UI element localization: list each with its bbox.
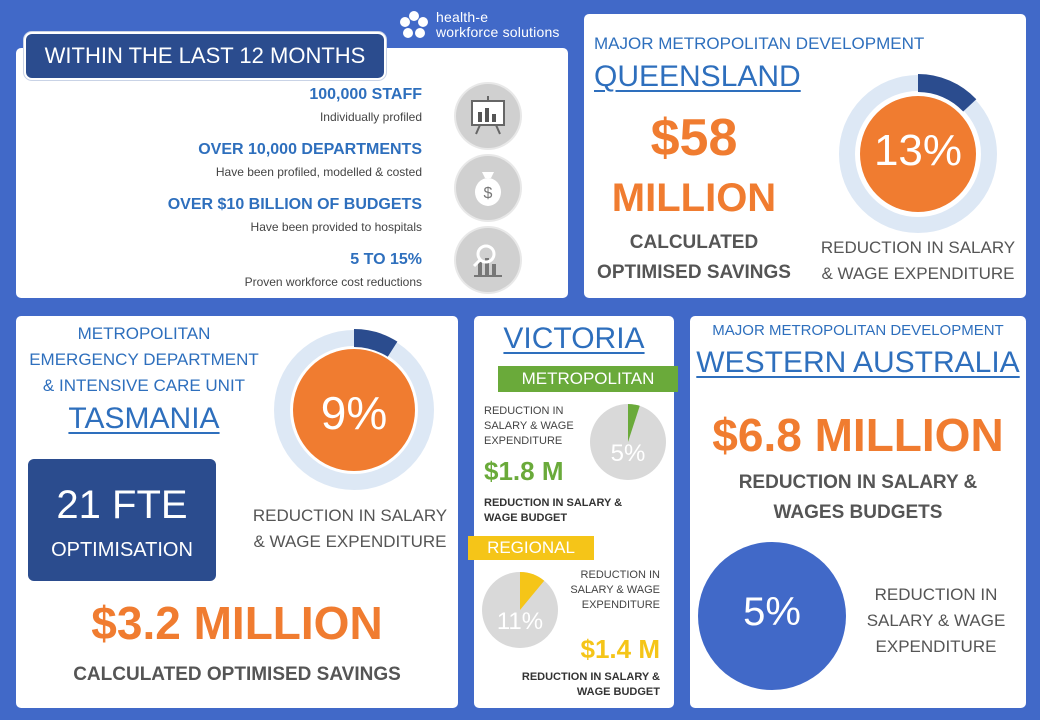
queensland-panel: MAJOR METROPOLITAN DEVELOPMENT QUEENSLAN…	[584, 14, 1026, 298]
presentation-chart-icon	[456, 84, 520, 148]
queensland-caption-line2: & WAGE EXPENDITURE	[821, 264, 1015, 283]
queensland-savings-line1: CALCULATED	[629, 232, 759, 253]
western-australia-panel: MAJOR METROPOLITAN DEVELOPMENT WESTERN A…	[690, 316, 1026, 708]
wa-region-text: WESTERN AUSTRALIA	[696, 346, 1020, 379]
last-12-months-title: WITHIN THE LAST 12 MONTHS	[26, 34, 384, 78]
fte-value: 21 FTE	[56, 483, 188, 527]
fte-box: 21 FTE OPTIMISATION	[28, 459, 216, 581]
metro-percent: 5%	[610, 440, 646, 467]
donut-center	[293, 349, 415, 471]
tasmania-percent: 9%	[320, 387, 388, 439]
metro-desc-line1: REDUCTION IN	[484, 405, 564, 417]
queensland-region: QUEENSLAND	[594, 60, 801, 93]
brand-logo: health-e workforce solutions	[396, 8, 576, 44]
regional-desc-line3: EXPENDITURE	[581, 599, 660, 611]
metro-amount: $1.8 M	[484, 456, 564, 486]
wa-budget-line2: WAGES BUDGETS	[773, 502, 943, 523]
regional-desc-line1: REDUCTION IN	[580, 569, 660, 581]
pie-slice	[520, 572, 545, 610]
metro-desc: REDUCTION IN SALARY & WAGE EXPENDITURE	[484, 404, 574, 449]
svg-text:$: $	[484, 185, 493, 202]
tasmania-kicker-line2: EMERGENCY DEPARTMENT	[29, 350, 259, 369]
stat-sub-reductions: Proven workforce cost reductions	[244, 275, 422, 289]
tasmania-donut-chart	[274, 329, 434, 490]
last-12-months-panel: WITHIN THE LAST 12 MONTHS 100,000 STAFF …	[16, 34, 568, 298]
queensland-donut-chart	[839, 74, 997, 233]
metro-budget-line1: REDUCTION IN SALARY &	[484, 497, 623, 509]
tasmania-amount: $3.2 MILLION	[91, 597, 383, 649]
victoria-panel: VICTORIA METROPOLITAN REDUCTION IN SALAR…	[468, 316, 678, 708]
wa-percent-circle	[698, 542, 846, 690]
donut-fill-arc	[917, 74, 977, 112]
metropolitan-tag: METROPOLITAN	[498, 366, 678, 392]
wa-budget-line1: REDUCTION IN SALARY &	[738, 472, 978, 493]
stat-headline-departments: OVER 10,000 DEPARTMENTS	[198, 141, 422, 158]
stat-headline-staff: 100,000 STAFF	[309, 86, 422, 103]
wa-caption-line2: SALARY & WAGE	[866, 611, 1006, 630]
victoria-region-text: VICTORIA	[503, 322, 645, 355]
donut-center	[860, 96, 976, 212]
victoria-region: VICTORIA	[474, 322, 674, 356]
metro-budget-line2: WAGE BUDGET	[484, 512, 568, 524]
tasmania-kicker-line3: & INTENSIVE CARE UNIT	[42, 376, 246, 395]
logo-line1: health-e	[436, 9, 489, 25]
wa-caption-line1: REDUCTION IN	[874, 585, 998, 604]
flower-logo-icon	[400, 11, 428, 38]
stat-sub-departments: Have been profiled, modelled & costed	[215, 165, 422, 179]
magnify-chart-icon	[456, 228, 520, 292]
metro-pie-chart	[590, 404, 666, 480]
tasmania-kicker-line1: METROPOLITAN	[77, 324, 211, 343]
wa-percent: 5%	[743, 590, 801, 634]
wa-region: WESTERN AUSTRALIA	[690, 346, 1026, 380]
stat-sub-staff: Individually profiled	[319, 110, 422, 124]
queensland-caption-line1: REDUCTION IN SALARY	[820, 238, 1016, 257]
tasmania-savings: CALCULATED OPTIMISED SAVINGS	[73, 664, 401, 685]
regional-desc-line2: SALARY & WAGE	[570, 584, 660, 596]
stat-headline-reductions: 5 TO 15%	[350, 251, 422, 268]
tasmania-region: TASMANIA	[16, 402, 272, 436]
stat-sub-budgets: Have been provided to hospitals	[250, 220, 422, 234]
regional-pie-chart	[482, 572, 558, 648]
regional-budget-line1: REDUCTION IN SALARY &	[521, 671, 660, 683]
logo-line2: workforce solutions	[436, 24, 560, 40]
metro-budget: REDUCTION IN SALARY & WAGE BUDGET	[484, 496, 622, 526]
regional-amount: $1.4 M	[580, 634, 661, 664]
wa-kicker: MAJOR METROPOLITAN DEVELOPMENT	[712, 322, 1004, 339]
queensland-savings-line2: OPTIMISED SAVINGS	[597, 262, 791, 283]
queensland-kicker: MAJOR METROPOLITAN DEVELOPMENT	[594, 34, 925, 53]
stat-headline-budgets: OVER $10 BILLION OF BUDGETS	[167, 196, 422, 213]
wa-caption: REDUCTION IN SALARY & WAGE EXPENDITURE	[846, 582, 1026, 660]
wa-caption-line3: EXPENDITURE	[875, 637, 997, 656]
metro-desc-line2: SALARY & WAGE	[484, 420, 574, 432]
tasmania-caption-line2: & WAGE EXPENDITURE	[253, 532, 447, 551]
tasmania-panel: METROPOLITAN EMERGENCY DEPARTMENT & INTE…	[16, 316, 458, 708]
queensland-amount-unit: MILLION	[611, 176, 777, 220]
tasmania-caption-line1: REDUCTION IN SALARY	[252, 506, 448, 525]
queensland-amount: $58	[650, 109, 738, 167]
pie-slice	[628, 404, 640, 442]
money-bag-icon: $	[456, 156, 520, 220]
metro-desc-line3: EXPENDITURE	[484, 435, 563, 447]
regional-budget: REDUCTION IN SALARY & WAGE BUDGET	[522, 670, 660, 700]
wa-amount: $6.8 MILLION	[712, 409, 1004, 461]
queensland-percent: 13%	[873, 126, 963, 175]
regional-desc: REDUCTION IN SALARY & WAGE EXPENDITURE	[570, 568, 660, 613]
fte-label: OPTIMISATION	[51, 539, 193, 561]
regional-percent: 11%	[496, 608, 544, 635]
donut-fill-arc	[353, 329, 398, 358]
tasmania-region-text: TASMANIA	[68, 402, 220, 435]
regional-tag: REGIONAL	[468, 536, 594, 560]
regional-budget-line2: WAGE BUDGET	[576, 686, 660, 698]
